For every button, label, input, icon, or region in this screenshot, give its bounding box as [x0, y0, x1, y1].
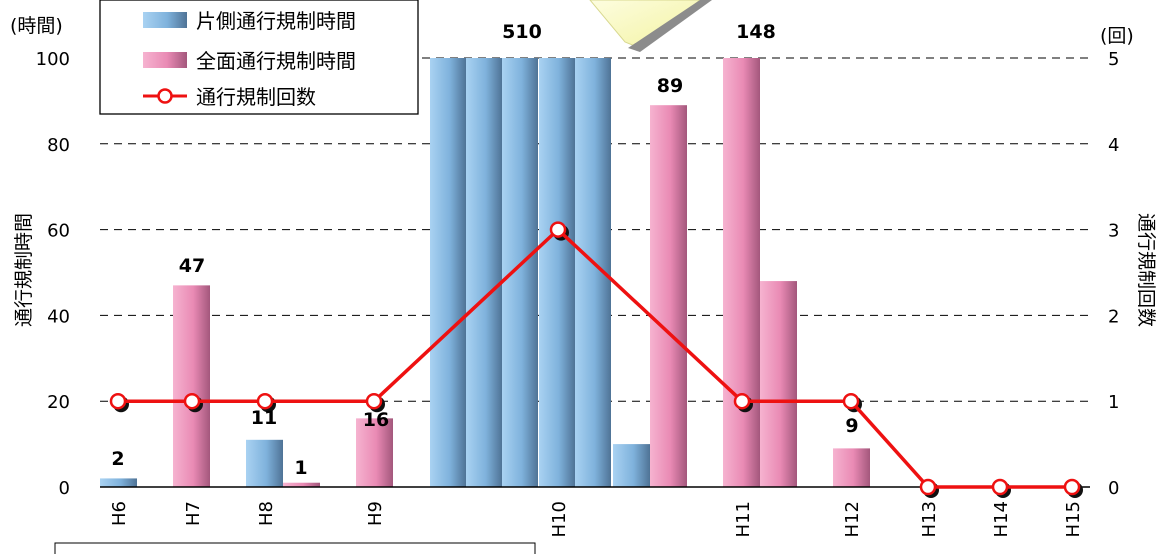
data-label: 1 — [294, 457, 307, 479]
note-box — [54, 542, 536, 554]
bar-full — [833, 448, 870, 487]
y2-tick-label: 1 — [1108, 392, 1119, 413]
y-tick-label: 0 — [59, 478, 70, 499]
legend-swatch-one-side — [143, 12, 187, 28]
data-label: 510 — [502, 21, 542, 43]
y2-tick-label: 2 — [1108, 306, 1119, 327]
bar-one-side-clipped — [539, 58, 575, 487]
bars — [100, 58, 870, 487]
data-label: 89 — [657, 75, 683, 97]
count-marker — [365, 392, 383, 410]
bar-one-side — [613, 444, 650, 487]
count-marker — [991, 478, 1009, 496]
y-axis-ticks: 0 20 40 60 80 100 — [36, 49, 70, 499]
data-label: 2 — [111, 448, 124, 470]
count-marker — [549, 221, 567, 238]
x-tick-label: H8 — [256, 501, 277, 526]
x-tick-label: H7 — [183, 501, 204, 526]
x-tick-label: H13 — [919, 501, 940, 537]
y-tick-label: 80 — [47, 135, 70, 156]
bar-full — [283, 482, 320, 487]
line-series — [109, 221, 1083, 498]
count-marker — [256, 392, 274, 410]
legend: 片側通行規制時間 全面通行規制時間 通行規制回数 — [99, 0, 419, 115]
y-tick-label: 60 — [47, 221, 70, 242]
bar-full — [173, 285, 210, 487]
y-tick-label: 100 — [36, 49, 70, 70]
y-tick-label: 40 — [47, 306, 70, 327]
y2-tick-label: 4 — [1108, 135, 1119, 156]
bar-one-side — [100, 478, 137, 487]
y-tick-label: 20 — [47, 392, 70, 413]
x-tick-label: H6 — [109, 501, 130, 526]
x-axis-ticks: H6 H7 H8 H9 H10 H11 H12 H13 H14 H15 — [109, 501, 1084, 537]
legend-label-one-side: 片側通行規制時間 — [196, 9, 356, 33]
x-tick-label: H15 — [1063, 501, 1084, 537]
bar-one-side — [246, 439, 283, 487]
count-marker — [1063, 478, 1081, 496]
left-axis-unit: (時間) — [10, 15, 63, 37]
legend-swatch-count-marker — [157, 88, 173, 104]
y-axis-title: 通行規制時間 — [13, 213, 35, 327]
bar-full — [650, 105, 687, 487]
data-label: 16 — [363, 409, 389, 431]
data-label: 47 — [179, 255, 205, 277]
x-tick-label: H14 — [991, 501, 1012, 537]
count-marker — [183, 392, 201, 410]
data-label: 9 — [845, 415, 858, 437]
y2-tick-label: 0 — [1108, 478, 1119, 499]
x-tick-label: H12 — [842, 501, 863, 537]
data-label: 148 — [736, 21, 776, 43]
y2-tick-label: 3 — [1108, 221, 1119, 242]
right-axis-unit: (回) — [1100, 25, 1134, 47]
y2-axis-ticks: 0 1 2 3 4 5 — [1108, 49, 1119, 499]
bar-one-side-clipped — [430, 58, 466, 487]
count-marker — [109, 392, 127, 410]
y2-tick-label: 5 — [1108, 49, 1119, 70]
data-label: 11 — [251, 407, 277, 429]
count-marker — [733, 392, 751, 410]
bar-full — [760, 281, 797, 487]
x-tick-label: H11 — [733, 501, 754, 537]
bar-full-clipped — [723, 58, 760, 487]
x-tick-label: H9 — [365, 501, 386, 526]
y2-axis-title: 通行規制回数 — [1135, 213, 1157, 327]
count-marker — [842, 392, 860, 410]
count-marker — [919, 478, 937, 496]
callout-arrow — [589, 0, 712, 52]
legend-label-full: 全面通行規制時間 — [196, 49, 356, 73]
bar-one-side-clipped — [502, 58, 538, 487]
bar-full — [356, 418, 393, 487]
x-tick-label: H10 — [549, 501, 570, 537]
legend-swatch-full — [143, 52, 187, 68]
bar-one-side-clipped — [466, 58, 502, 487]
count-line — [118, 227, 1072, 489]
legend-label-count: 通行規制回数 — [196, 85, 316, 109]
